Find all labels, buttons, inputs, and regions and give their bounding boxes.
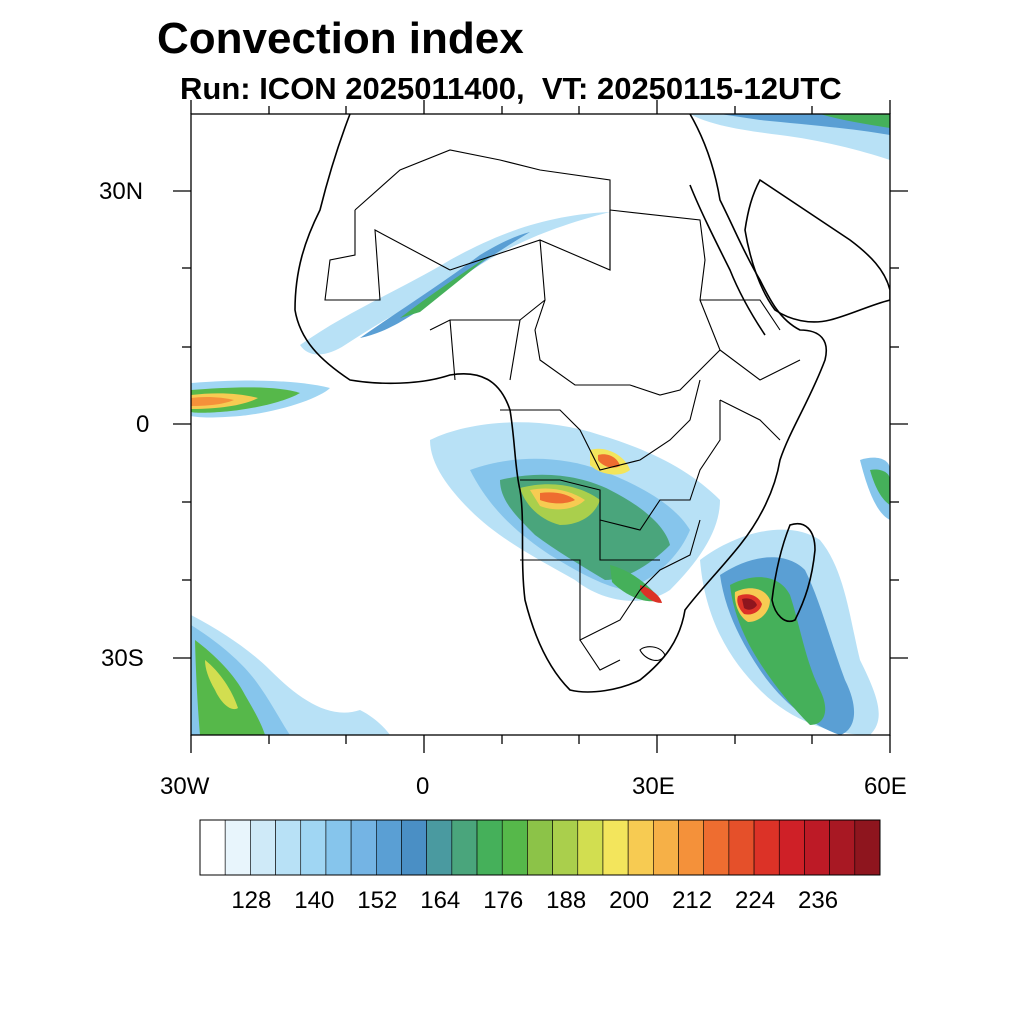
colorbar-swatch [224,819,251,876]
lon-label-0: 0 [416,773,430,800]
colorbar-tick-label: 164 [420,887,461,914]
colorbar-swatch [501,819,528,876]
colorbar-swatch [854,819,881,876]
colorbar-tick-label: 176 [483,887,524,914]
coastlines [294,114,890,693]
colorbar-swatch [753,819,780,876]
colorbar-swatch [829,819,856,876]
colorbar-swatch [375,819,402,876]
colorbar-swatch [552,819,579,876]
colorbar-frame [199,819,881,876]
sahel-band [300,212,610,355]
colorbar-tick-label: 224 [735,887,776,914]
indian-ocean-band [860,457,890,520]
lat-label-30n: 30N [99,178,144,205]
cyclone-mozambique-channel [700,529,879,735]
lon-label-60e: 60E [864,773,907,800]
colorbar-tick-label: 188 [546,887,587,914]
colorbar-swatch [627,819,654,876]
colorbar-swatch [451,819,478,876]
colorbar-swatch [577,819,604,876]
colorbar-swatch [275,819,302,876]
page-subtitle: Run: ICON 2025011400, VT: 20250115-12UTC [180,71,842,106]
lon-label-30w: 30W [160,773,210,800]
colorbar-swatch [527,819,553,876]
colorbar-swatch [476,819,503,876]
colorbar-tick-label: 200 [609,887,650,914]
south-atlantic-band [191,615,390,735]
colorbar-swatch [602,819,629,876]
lat-label-30s: 30S [101,645,144,672]
lon-label-30e: 30E [632,773,675,800]
colorbar-tick-label: 140 [294,887,335,914]
colorbar-tick-label: 212 [672,887,713,914]
colorbar-swatch [401,819,427,876]
colorbar-swatch [653,819,679,876]
colorbar [199,819,881,876]
colorbar-swatch [426,819,453,876]
lat-label-0: 0 [136,411,150,438]
colorbar-swatch [325,819,352,876]
colorbar-swatch [350,819,377,876]
country-borders [324,149,801,671]
convection-field [191,114,890,735]
axis-ticks [173,100,908,753]
colorbar-swatch [678,819,705,876]
colorbar-swatch [250,819,276,876]
colorbar-swatch [300,819,327,876]
central-africa-convection [430,422,720,603]
colorbar-swatch [199,819,226,876]
itcz-atlantic-band [191,380,330,418]
colorbar-swatch [703,819,730,876]
colorbar-swatch [804,819,830,876]
mediterranean-band [690,114,890,160]
colorbar-swatch [728,819,755,876]
colorbar-tick-label: 152 [357,887,398,914]
page-title: Convection index [157,14,524,63]
colorbar-tick-label: 128 [231,887,272,914]
colorbar-swatch [778,819,805,876]
colorbar-tick-label: 236 [798,887,839,914]
